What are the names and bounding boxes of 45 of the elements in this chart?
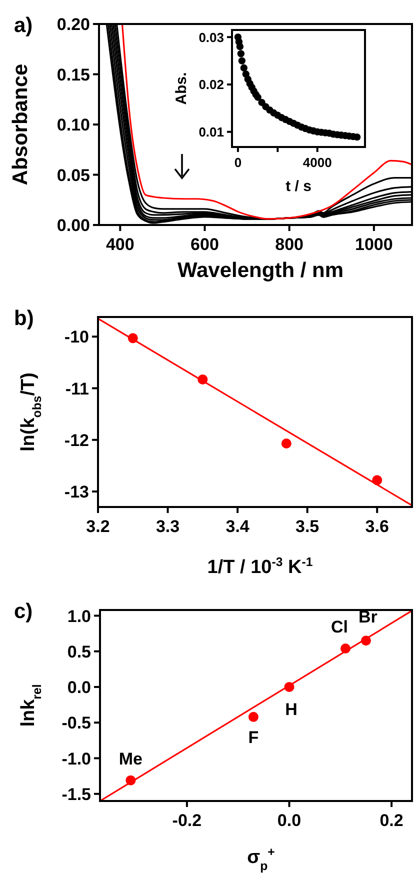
x-tick-label: 4000 bbox=[302, 155, 332, 170]
y-tick-label: -0.5 bbox=[62, 714, 91, 733]
annotation: Br bbox=[358, 608, 378, 627]
x-axis-title: t / s bbox=[286, 178, 312, 195]
y-tick-label: 0.03 bbox=[198, 30, 224, 45]
y-tick-label: -10 bbox=[64, 328, 89, 347]
chart-title: b) bbox=[14, 307, 34, 330]
y-tick-label: 0.02 bbox=[198, 77, 224, 92]
y-tick-label: 0.01 bbox=[198, 124, 224, 140]
annotation: F bbox=[248, 728, 259, 747]
annotation: H bbox=[285, 700, 298, 719]
chart-title: a) bbox=[14, 14, 33, 37]
x-axis-title: Wavelength / nm bbox=[177, 259, 344, 282]
y-tick-label: -1.0 bbox=[62, 749, 91, 768]
y-tick-label: 0.0 bbox=[67, 678, 91, 698]
x-tick-label: 3.3 bbox=[156, 517, 180, 536]
y-tick-label: -12 bbox=[64, 431, 89, 450]
x-tick-label: 3.6 bbox=[365, 517, 389, 536]
annotation: Cl bbox=[331, 617, 348, 636]
y-tick-label: 0.00 bbox=[56, 216, 90, 236]
x-tick-label: 0 bbox=[234, 155, 242, 170]
y-axis-title: Abs. bbox=[173, 72, 190, 105]
x-tick-label: 3.2 bbox=[86, 517, 110, 536]
y-tick-label: -13 bbox=[64, 482, 89, 502]
x-tick-label: 0.2 bbox=[380, 811, 404, 830]
y-tick-label: 0.5 bbox=[67, 642, 91, 662]
y-tick-label: -1.5 bbox=[62, 784, 91, 804]
y-axis-title: Absorbance bbox=[9, 64, 32, 186]
x-axis-title: 1/T / 10$^{-3}$ K$^{-1}$ bbox=[207, 555, 313, 578]
y-tick-label: 0.05 bbox=[56, 166, 90, 185]
y-tick-label: -11 bbox=[65, 379, 89, 398]
x-tick-label: 400 bbox=[106, 235, 134, 254]
x-tick-label: 600 bbox=[190, 235, 219, 254]
y-tick-label: 1.0 bbox=[67, 606, 91, 626]
chart-title: c) bbox=[14, 600, 33, 623]
y-tick-label: 0.20 bbox=[56, 15, 90, 34]
x-tick-label: 0.0 bbox=[277, 811, 302, 830]
y-tick-label: 0.15 bbox=[56, 65, 90, 84]
x-tick-label: 3.4 bbox=[226, 517, 250, 536]
y-tick-label: 0.10 bbox=[56, 116, 90, 135]
x-tick-label: 800 bbox=[275, 235, 304, 254]
x-tick-label: -0.2 bbox=[172, 811, 202, 830]
x-tick-label: 3.5 bbox=[296, 517, 320, 536]
x-tick-label: 1000 bbox=[355, 235, 393, 254]
annotation: Me bbox=[118, 749, 142, 768]
